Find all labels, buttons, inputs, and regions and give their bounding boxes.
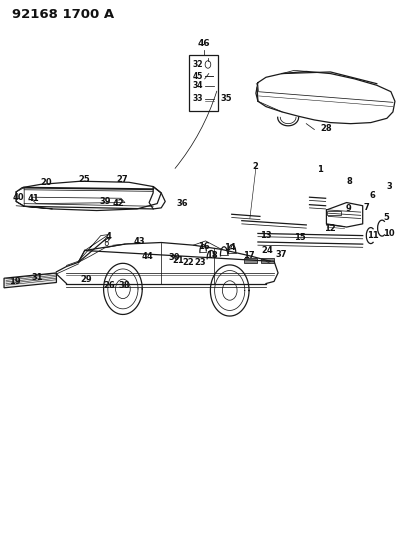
Text: 17: 17 — [243, 252, 255, 260]
Text: 8: 8 — [346, 177, 352, 185]
Text: 19: 19 — [10, 277, 21, 286]
Text: 5: 5 — [383, 214, 389, 222]
Bar — [261, 258, 274, 263]
Text: 22: 22 — [182, 259, 194, 267]
Text: 31: 31 — [32, 273, 43, 281]
Bar — [244, 258, 257, 263]
Text: 20: 20 — [41, 179, 52, 187]
Text: 12: 12 — [324, 224, 336, 232]
Text: 6: 6 — [369, 191, 375, 199]
Text: 13: 13 — [260, 231, 271, 240]
Text: 32: 32 — [193, 60, 203, 69]
Text: 29: 29 — [80, 275, 91, 284]
Text: 21: 21 — [172, 256, 185, 264]
Text: 11: 11 — [367, 231, 379, 240]
Text: 40: 40 — [13, 193, 24, 201]
Text: 25: 25 — [78, 175, 90, 184]
Text: 3: 3 — [386, 182, 392, 191]
Text: 38: 38 — [118, 281, 130, 289]
Text: 42: 42 — [113, 199, 125, 208]
Polygon shape — [4, 273, 56, 288]
Text: 9: 9 — [346, 205, 352, 213]
Text: 45: 45 — [193, 72, 203, 80]
Text: 18: 18 — [206, 252, 218, 260]
Text: 44: 44 — [141, 253, 154, 261]
Text: 92168 1700 A: 92168 1700 A — [12, 8, 114, 21]
Text: 16: 16 — [198, 242, 210, 251]
Bar — [189, 55, 218, 111]
Text: 46: 46 — [197, 39, 210, 49]
Text: 37: 37 — [276, 251, 287, 259]
Text: 28: 28 — [321, 124, 332, 133]
Text: 10: 10 — [384, 229, 395, 238]
Text: 15: 15 — [293, 233, 305, 241]
Text: 33: 33 — [193, 94, 203, 103]
Text: 7: 7 — [363, 203, 369, 212]
Text: 34: 34 — [193, 82, 203, 90]
Text: 4: 4 — [105, 232, 111, 240]
Text: 43: 43 — [134, 237, 145, 246]
Text: 27: 27 — [116, 175, 127, 184]
Text: 23: 23 — [194, 259, 206, 267]
Text: 2: 2 — [252, 163, 258, 171]
Text: 24: 24 — [261, 246, 273, 255]
Text: 1: 1 — [317, 165, 322, 174]
Text: 39: 39 — [99, 197, 110, 206]
Text: 14: 14 — [224, 244, 236, 252]
Bar — [327, 211, 341, 215]
Text: 36: 36 — [177, 199, 188, 208]
Text: 35: 35 — [221, 94, 233, 103]
Text: 30: 30 — [169, 253, 180, 262]
Text: 41: 41 — [27, 195, 39, 203]
Text: 26: 26 — [104, 281, 116, 289]
